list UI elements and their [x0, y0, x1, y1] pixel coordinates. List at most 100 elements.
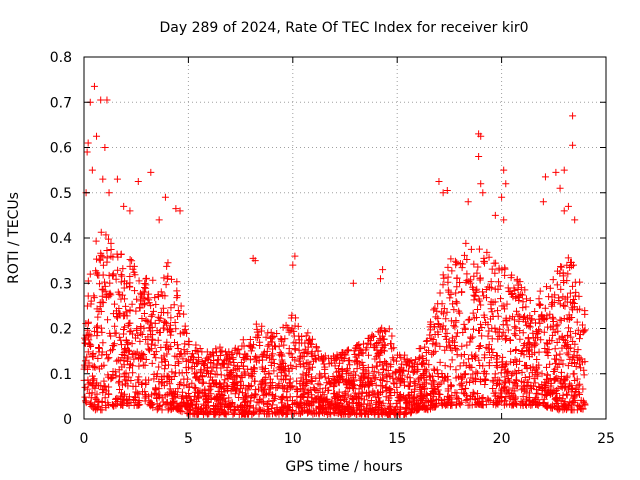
- data-point: [467, 392, 475, 400]
- data-point: [533, 355, 541, 363]
- data-point: [528, 385, 536, 393]
- data-point: [556, 184, 564, 192]
- data-point: [466, 401, 474, 409]
- data-point: [178, 394, 186, 402]
- data-point: [261, 391, 269, 399]
- data-point: [436, 289, 444, 297]
- data-point: [519, 329, 527, 337]
- data-point: [544, 351, 552, 359]
- data-point: [121, 277, 129, 285]
- data-point: [222, 348, 230, 356]
- data-point: [451, 323, 459, 331]
- data-point: [155, 378, 163, 386]
- data-point: [217, 401, 225, 409]
- data-point: [444, 372, 452, 380]
- data-point: [146, 346, 153, 354]
- data-point: [426, 331, 434, 339]
- data-point: [126, 262, 134, 270]
- data-point: [430, 365, 438, 373]
- data-point: [307, 377, 315, 385]
- data-point: [441, 346, 449, 354]
- data-point: [433, 307, 441, 315]
- data-point: [366, 407, 374, 415]
- data-point: [161, 365, 169, 373]
- data-point: [502, 360, 510, 368]
- data-point: [546, 360, 554, 368]
- data-point: [133, 389, 141, 397]
- data-point: [376, 358, 384, 366]
- y-tick-label: 0.5: [50, 186, 72, 202]
- data-point: [422, 376, 430, 384]
- data-point: [130, 401, 138, 409]
- data-point: [127, 377, 135, 385]
- data-point: [94, 313, 102, 321]
- data-point: [561, 302, 569, 310]
- data-point: [434, 386, 442, 394]
- data-point: [460, 359, 468, 367]
- data-point: [180, 375, 188, 383]
- data-point: [368, 363, 376, 371]
- data-point: [212, 345, 220, 353]
- data-point: [376, 328, 384, 336]
- data-point: [224, 382, 232, 390]
- data-point: [118, 381, 126, 389]
- data-point: [111, 329, 119, 337]
- data-point: [102, 231, 110, 239]
- data-point: [235, 388, 243, 396]
- data-point: [460, 389, 468, 397]
- data-point: [149, 307, 157, 315]
- data-point: [209, 363, 217, 371]
- data-point: [359, 340, 367, 348]
- data-point: [191, 347, 199, 355]
- data-point: [527, 382, 535, 390]
- data-point: [90, 294, 98, 302]
- data-point: [220, 360, 228, 368]
- data-point: [564, 362, 572, 370]
- data-point: [173, 278, 181, 286]
- data-point: [413, 393, 421, 401]
- data-point: [142, 274, 150, 282]
- data-point: [498, 358, 506, 366]
- data-point: [349, 279, 357, 287]
- data-point: [357, 376, 365, 384]
- data-point: [344, 346, 352, 354]
- data-point: [99, 286, 107, 294]
- data-point: [367, 397, 375, 405]
- data-point: [194, 403, 202, 411]
- data-point: [569, 296, 577, 304]
- data-point: [564, 293, 572, 301]
- data-point: [542, 283, 550, 291]
- data-point: [423, 390, 431, 398]
- data-point: [278, 399, 286, 407]
- data-point: [192, 341, 200, 349]
- data-point: [185, 363, 193, 371]
- data-point: [393, 383, 401, 391]
- data-point: [318, 394, 326, 402]
- data-point: [456, 309, 464, 317]
- data-point: [508, 271, 516, 279]
- data-point: [382, 393, 390, 401]
- data-point: [247, 397, 255, 405]
- data-point: [327, 379, 335, 387]
- data-point: [439, 322, 447, 330]
- data-point: [131, 334, 139, 342]
- data-point: [463, 396, 471, 404]
- data-point: [133, 295, 141, 303]
- y-tick-label: 0: [63, 412, 72, 428]
- data-point: [507, 347, 515, 355]
- data-point: [81, 357, 89, 365]
- data-point: [500, 379, 508, 387]
- data-point: [545, 346, 553, 354]
- data-point: [83, 302, 91, 310]
- data-point: [124, 339, 132, 347]
- data-point: [114, 356, 122, 364]
- data-point: [342, 388, 350, 396]
- data-point: [564, 254, 572, 262]
- data-point: [366, 377, 374, 385]
- data-point: [300, 363, 308, 371]
- data-point: [437, 396, 445, 404]
- data-point: [104, 235, 112, 243]
- data-point: [580, 371, 588, 379]
- data-point: [236, 350, 244, 358]
- data-point: [549, 404, 557, 412]
